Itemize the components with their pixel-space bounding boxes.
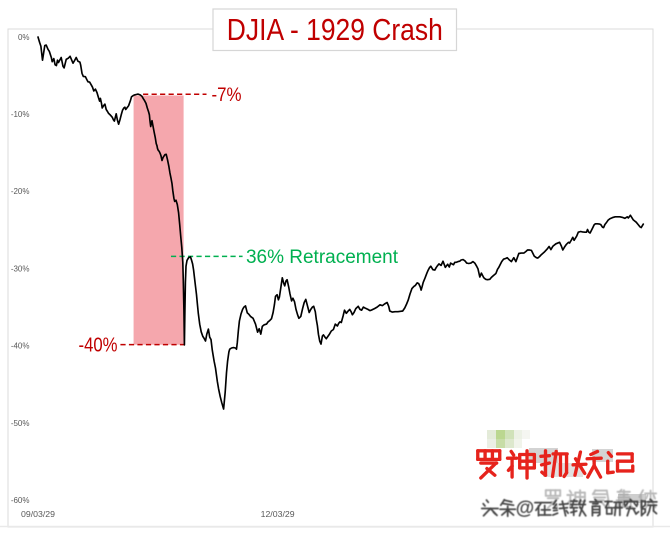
- mosaic-tile: [514, 439, 522, 448]
- line-shape: [630, 499, 631, 500]
- cjk-glyph: [535, 503, 551, 516]
- line-shape: [564, 473, 566, 477]
- line-shape: [615, 502, 616, 515]
- mosaic-tile: [522, 430, 530, 439]
- line-shape: [650, 499, 651, 500]
- line-shape: [608, 453, 611, 457]
- cjk-glyph: [590, 499, 602, 515]
- y-tick--40%: -40%: [11, 342, 30, 351]
- line-shape: [502, 503, 513, 505]
- x-tick-09/03/29: 09/03/29: [21, 510, 56, 519]
- line-shape: [511, 451, 513, 455]
- y-axis-tick-labels: 0% -10% -20% -30% -40% -50% -60%: [11, 33, 30, 505]
- mosaic-tile: [505, 439, 514, 448]
- cjk-glyph: [482, 500, 498, 516]
- line-shape: [486, 500, 488, 502]
- line-shape: [595, 499, 596, 500]
- line-shape: [483, 504, 485, 506]
- cjk-glyph: [553, 500, 568, 515]
- line-shape: [594, 465, 600, 477]
- annotation-label-drop-end: -40%: [79, 335, 118, 357]
- line-shape: [654, 511, 657, 514]
- line-shape: [570, 491, 572, 493]
- y-tick--10%: -10%: [11, 110, 30, 119]
- line-shape: [508, 510, 513, 515]
- line-shape: [588, 465, 594, 477]
- line-shape: [634, 503, 637, 506]
- line-shape: [542, 472, 546, 475]
- cjk-glyph: [508, 451, 535, 478]
- crash-highlight-region: [134, 95, 184, 344]
- y-tick--50%: -50%: [11, 419, 30, 428]
- line-shape: [649, 505, 650, 511]
- mosaic-tile: [514, 430, 522, 439]
- line-shape: [608, 472, 613, 473]
- annotation-label-drop-start: -7%: [212, 85, 242, 106]
- annotation-label-retracement: 36% Retracement: [246, 247, 399, 268]
- line-shape: [654, 495, 655, 498]
- cjk-glyph: [500, 500, 515, 517]
- y-tick--60%: -60%: [11, 496, 30, 505]
- mosaic-tile: [487, 430, 496, 439]
- chart-title: DJIA - 1929 Crash: [227, 13, 443, 47]
- annotation-labels: -7% -40% 36% Retracement: [79, 85, 399, 357]
- line-shape: [571, 511, 577, 512]
- cjk-glyph: [546, 490, 560, 508]
- line-shape: [607, 491, 609, 501]
- x-axis-tick-labels: 09/03/29 12/03/29: [21, 510, 295, 519]
- cjk-glyph: [605, 502, 622, 516]
- line-shape: [636, 512, 639, 514]
- line-shape: [542, 463, 550, 465]
- djia-price-line: [38, 37, 643, 409]
- mosaic-tile: [496, 430, 505, 439]
- line-shape: [647, 511, 649, 515]
- y-tick--20%: -20%: [11, 187, 30, 196]
- line-shape: [504, 500, 512, 502]
- text-shape: @: [516, 498, 535, 519]
- x-tick-12/03/29: 12/03/29: [261, 510, 296, 519]
- mosaic-tile: [487, 439, 496, 448]
- cjk-glyph: [478, 451, 500, 478]
- mosaic-tile: [496, 439, 505, 448]
- line-shape: [553, 513, 558, 515]
- line-shape: [502, 510, 507, 515]
- line-shape: [573, 464, 586, 465]
- line-shape: [646, 495, 647, 498]
- mosaic-tile: [505, 430, 514, 439]
- line-shape: [566, 511, 568, 514]
- line-shape: [598, 515, 600, 516]
- y-tick-0%: 0%: [18, 33, 30, 42]
- cjk-glyph: [608, 453, 633, 473]
- y-tick--30%: -30%: [11, 264, 30, 273]
- line-shape: [484, 508, 491, 515]
